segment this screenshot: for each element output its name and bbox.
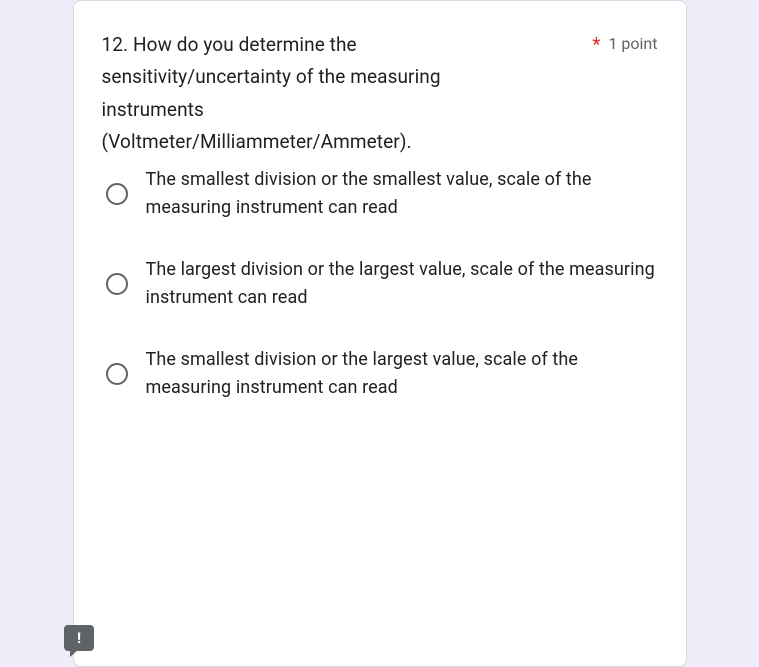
question-card: 12. How do you determine the sensitivity… (73, 0, 687, 667)
question-header: 12. How do you determine the sensitivity… (102, 29, 658, 158)
points-label: 1 point (608, 29, 657, 59)
exclamation-icon: ! (77, 631, 81, 646)
report-problem-button[interactable]: ! (64, 625, 94, 651)
question-meta: * 1 point (586, 29, 657, 61)
required-star-icon: * (592, 29, 600, 61)
question-text: 12. How do you determine the sensitivity… (102, 33, 441, 153)
option-2[interactable]: The smallest division or the largest val… (106, 346, 658, 402)
option-label: The smallest division or the largest val… (146, 346, 658, 402)
radio-icon[interactable] (106, 273, 128, 295)
option-1[interactable]: The largest division or the largest valu… (106, 256, 658, 312)
option-label: The largest division or the largest valu… (146, 256, 658, 312)
question-title-column: 12. How do you determine the sensitivity… (102, 29, 482, 158)
radio-icon[interactable] (106, 183, 128, 205)
radio-icon[interactable] (106, 363, 128, 385)
option-label: The smallest division or the smallest va… (146, 166, 658, 222)
option-0[interactable]: The smallest division or the smallest va… (106, 166, 658, 222)
options-group: The smallest division or the smallest va… (102, 158, 658, 401)
